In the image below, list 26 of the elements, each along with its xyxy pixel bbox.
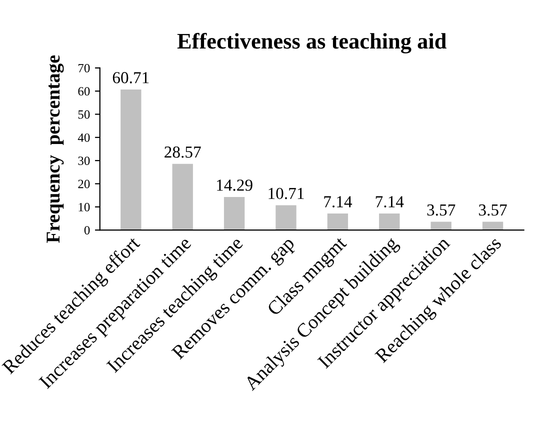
data-label: 7.14 [376,196,404,208]
bar [327,214,348,230]
bar [379,214,400,230]
y-tick-label: 10 [78,202,90,212]
chart-title: Effectiveness as teaching aid [177,32,446,54]
y-tick-label: 50 [78,110,90,119]
bar [276,205,296,230]
data-label: 14.29 [217,180,252,191]
y-tick-label: 20 [78,180,90,188]
data-label: 10.71 [268,188,304,200]
data-label: 60.71 [112,72,149,84]
bar [172,164,193,230]
y-tick-label: 40 [78,133,90,142]
y-tick-label: 30 [78,156,90,166]
y-tick-label: 70 [78,64,90,72]
data-label: 3.57 [427,204,456,216]
bar [482,222,504,230]
bar [430,222,452,230]
bar [224,196,245,230]
y-axis-title: Frequency percentage [46,55,64,243]
y-tick-label: 0 [84,226,90,235]
data-label: 28.57 [164,146,201,158]
y-tick-label: 60 [78,87,90,96]
data-label: 3.57 [478,204,507,216]
data-label: 7.14 [324,196,352,208]
bar [120,89,142,230]
